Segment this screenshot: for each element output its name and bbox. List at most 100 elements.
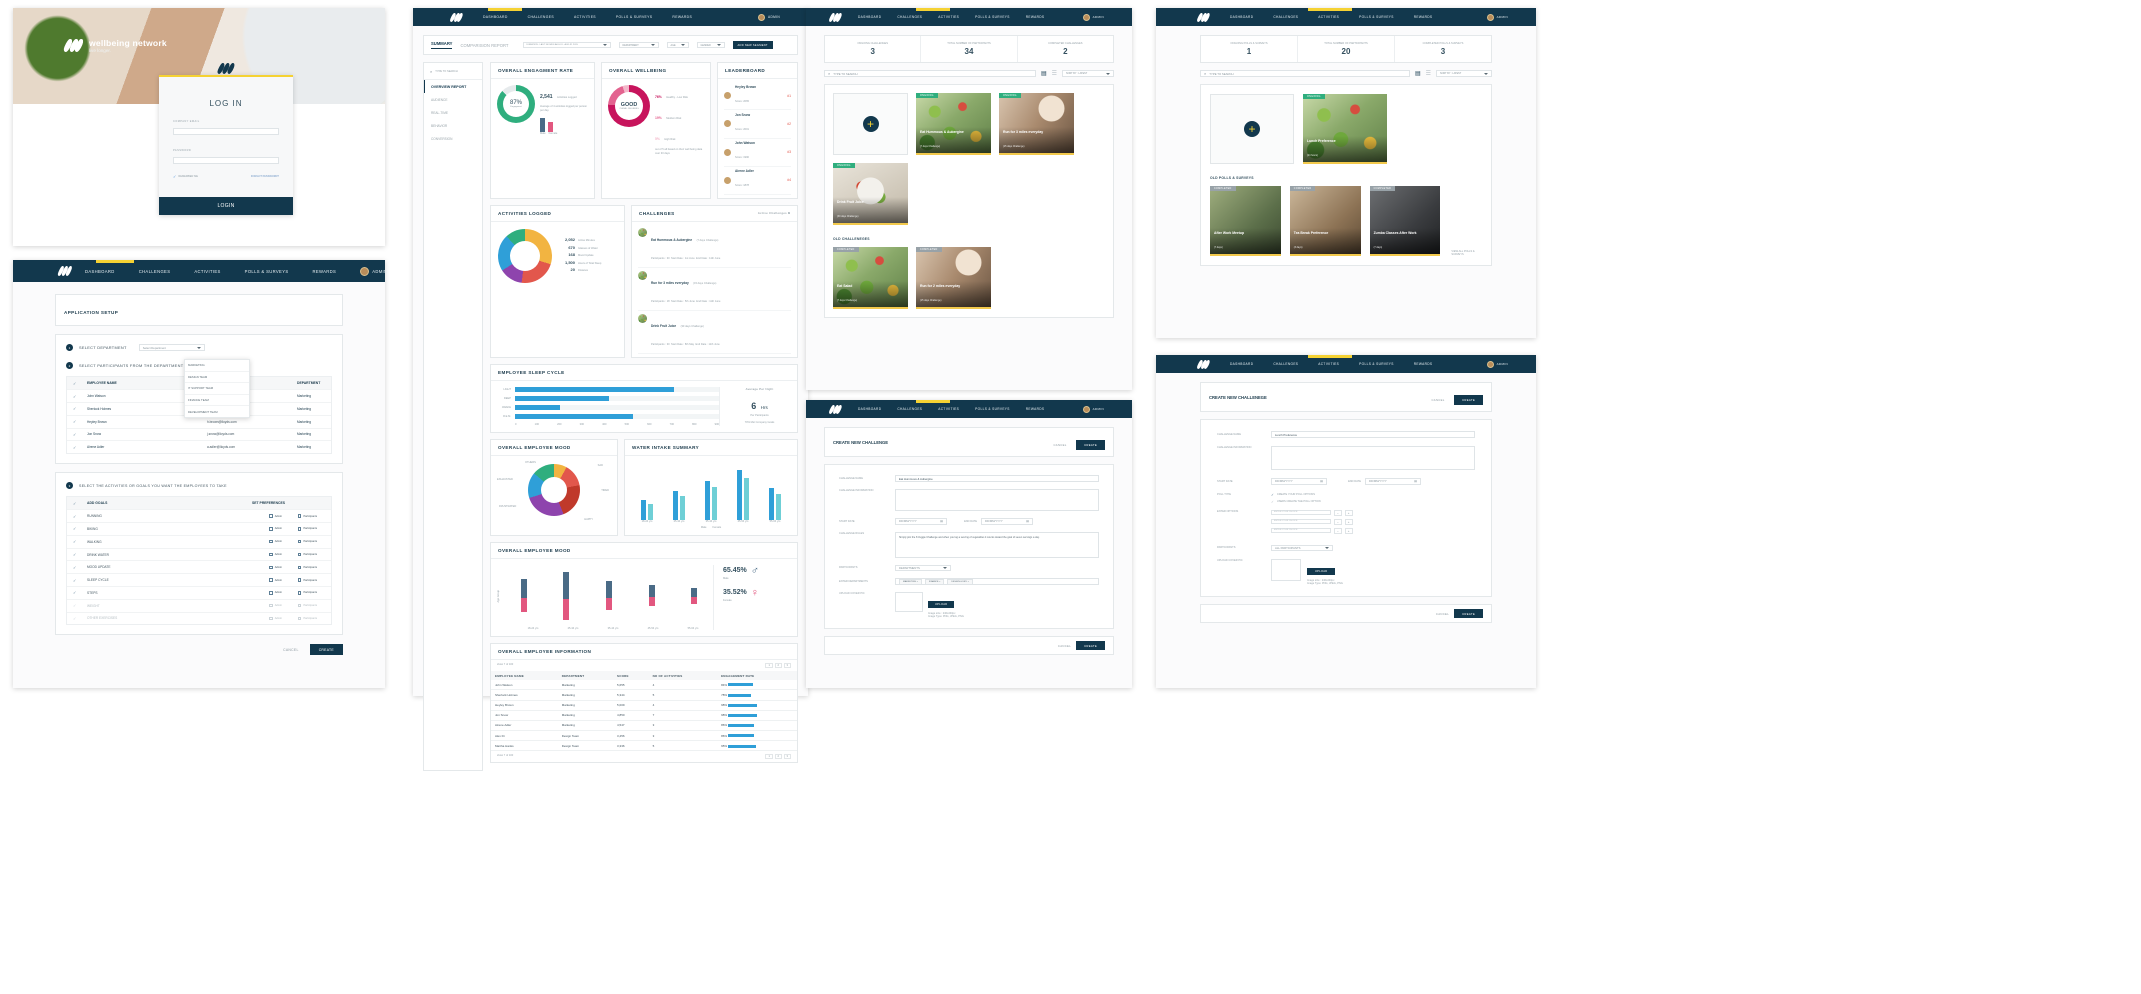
poll-option-row[interactable]: ENTER YOUR CHOICE − + bbox=[1271, 518, 1475, 525]
create-button[interactable]: CREATE bbox=[1076, 440, 1105, 450]
nav-item-polls[interactable]: POLLS & SURVEYS bbox=[615, 15, 653, 19]
email-field[interactable] bbox=[173, 128, 279, 135]
table-row[interactable]: Martha Hanks Design Team 3,336 5 95% bbox=[491, 741, 797, 751]
poll-start-date-field[interactable]: DD/MM/YYYY ▤ bbox=[1271, 478, 1327, 485]
nav-item-dashboard[interactable]: DASHBOARD bbox=[85, 268, 115, 274]
nav-item-rewards[interactable]: REWARDS bbox=[1025, 407, 1045, 411]
poll-type-option-1-checkbox[interactable]: ✓ bbox=[1271, 492, 1274, 497]
goal-checkbox[interactable]: ✓ bbox=[73, 577, 77, 583]
poll-end-date-field[interactable]: DD/MM/YYYY ▤ bbox=[1365, 478, 1421, 485]
sidebar-item-conversion[interactable]: CONVERSION bbox=[431, 136, 453, 141]
poll-option-row[interactable]: ENTER YOUR CHOICE − + bbox=[1271, 527, 1475, 534]
admin-checkbox[interactable] bbox=[269, 540, 273, 544]
challenge-name-field[interactable]: Eat Hummous & Aubergine bbox=[895, 475, 1099, 482]
select-all-checkbox[interactable]: ✓ bbox=[73, 380, 77, 386]
dropdown-option[interactable]: FINANCE TEAM bbox=[185, 395, 249, 407]
goal-checkbox[interactable]: ✓ bbox=[73, 513, 77, 519]
admin-checkbox[interactable] bbox=[269, 514, 273, 518]
leaderboard-row[interactable]: Heyley Brown Score: 2065 #1 bbox=[724, 82, 791, 111]
nav-item-challenges[interactable]: CHALLENGES bbox=[527, 15, 554, 19]
cancel-button-footer[interactable]: CANCEL bbox=[1435, 611, 1450, 616]
password-field[interactable] bbox=[173, 157, 279, 164]
department-tag[interactable]: MARKETING × bbox=[899, 578, 922, 585]
list-view-icon[interactable]: ☰ bbox=[1425, 71, 1431, 77]
row-checkbox[interactable]: ✓ bbox=[73, 444, 77, 450]
goals-select-all-checkbox[interactable]: ✓ bbox=[73, 500, 77, 506]
remember-check-icon[interactable]: ✓ bbox=[173, 174, 177, 179]
department-tag[interactable]: DESIGN & DEV × bbox=[947, 578, 973, 585]
leaderboard-row[interactable]: John Watson Score: 1990 #3 bbox=[724, 139, 791, 167]
brand-logo-icon[interactable] bbox=[828, 404, 843, 414]
cancel-button[interactable]: CANCEL bbox=[1053, 443, 1067, 447]
old-challenge-card[interactable]: COMPLETED Run for 2 miles everyday (15 d… bbox=[916, 247, 991, 309]
challenges-sort-select[interactable]: SORT BY : LATEST bbox=[1062, 70, 1114, 77]
row-checkbox[interactable]: ✓ bbox=[73, 406, 77, 412]
remove-option-button[interactable]: − bbox=[1334, 509, 1342, 516]
create-button[interactable]: CREATE bbox=[1454, 395, 1483, 405]
poll-option-row[interactable]: ENTER YOUR CHOICE − + bbox=[1271, 509, 1475, 516]
challenge-item[interactable]: Drink Fruit Juice (30 days Challenge) Pa… bbox=[638, 311, 791, 354]
participants-checkbox[interactable] bbox=[298, 565, 302, 569]
goal-checkbox[interactable]: ✓ bbox=[73, 603, 77, 609]
nav-item-challenges[interactable]: CHALLENGES bbox=[1273, 362, 1299, 366]
filter-gender[interactable]: GENDER bbox=[696, 41, 725, 49]
tab-summary[interactable]: SUMMARY bbox=[431, 41, 453, 50]
add-option-button[interactable]: + bbox=[1344, 509, 1353, 516]
cancel-button[interactable]: CANCEL bbox=[283, 647, 299, 652]
forgot-password-link[interactable]: FORGOT PASSWORD? bbox=[250, 175, 279, 178]
nav-item-challenges[interactable]: CHALLENGES bbox=[897, 407, 923, 411]
nav-item-activities[interactable]: ACTIVITIES bbox=[573, 15, 596, 19]
leaderboard-row[interactable]: Airene Adler Score: 1878 #4 bbox=[724, 167, 791, 195]
old-poll-card[interactable]: COMPLETED Zumba Classes After Work (7 da… bbox=[1369, 186, 1441, 256]
sidebar-item-real-time[interactable]: REAL-TIME bbox=[431, 110, 449, 115]
department-dropdown-list[interactable]: MARKETING DESIGN TEAM IT SUPPORT TEAM FI… bbox=[184, 359, 250, 418]
table-row[interactable]: ✓ Jon Snow j.snow@lloyds.com Marketing bbox=[67, 427, 331, 441]
create-button[interactable]: CREATE bbox=[309, 644, 343, 656]
participants-checkbox[interactable] bbox=[298, 591, 302, 595]
goal-row[interactable]: ✓ MOOD UPDATE Admin Participants bbox=[67, 560, 331, 573]
remove-tag-icon[interactable]: × bbox=[916, 580, 918, 583]
remove-option-button[interactable]: − bbox=[1334, 518, 1342, 525]
department-select[interactable]: Select Department bbox=[138, 344, 205, 351]
nav-item-polls[interactable]: POLLS & SURVEYS bbox=[1359, 362, 1394, 366]
table-row[interactable]: Sherlock Holmes Marketing 5,344 5 78% bbox=[491, 690, 797, 700]
pagination-page[interactable]: 3 bbox=[783, 754, 791, 760]
table-column-header[interactable]: EMPLOYEE NAME bbox=[491, 670, 558, 681]
nav-item-activities[interactable]: ACTIVITIES bbox=[938, 407, 960, 411]
admin-checkbox[interactable] bbox=[269, 603, 273, 608]
sidebar-item-behavior[interactable]: BEHAVIOR bbox=[431, 123, 448, 128]
admin-checkbox[interactable] bbox=[269, 565, 273, 569]
admin-menu[interactable]: ADMIN bbox=[1082, 405, 1104, 413]
nav-item-dashboard[interactable]: DASHBOARD bbox=[858, 15, 882, 19]
goal-checkbox[interactable]: ✓ bbox=[73, 526, 77, 532]
view-all-polls-link[interactable]: VIEW ALL POLLS & SURVEYS bbox=[1451, 250, 1475, 256]
goal-checkbox[interactable]: ✓ bbox=[73, 564, 77, 570]
goal-checkbox[interactable]: ✓ bbox=[73, 552, 77, 558]
nav-item-activities[interactable]: ACTIVITIES bbox=[1318, 362, 1340, 366]
nav-item-dashboard[interactable]: DASHBOARD bbox=[858, 407, 882, 411]
brand-logo-icon[interactable] bbox=[828, 12, 843, 22]
challenge-card[interactable]: ONGOING Drink Fruit Juice (30 days Chall… bbox=[833, 163, 908, 225]
polls-search-input[interactable]: ⌕ TYPE TO SEARCH bbox=[1200, 70, 1410, 77]
participants-checkbox[interactable] bbox=[298, 514, 302, 518]
table-show-count-top[interactable]: show 7 of 100 bbox=[497, 662, 514, 666]
add-option-button[interactable]: + bbox=[1344, 527, 1353, 534]
table-column-header[interactable]: DEPARTMENT bbox=[557, 670, 614, 681]
participants-checkbox[interactable] bbox=[298, 552, 302, 557]
old-challenge-card[interactable]: COMPLETED Eat Salad (7 days Challenge) bbox=[833, 247, 908, 309]
goal-row[interactable]: ✓ STEPS Admin Participants bbox=[67, 585, 331, 599]
add-poll-tile[interactable]: + bbox=[1210, 94, 1294, 164]
pagination-page[interactable]: 3 bbox=[783, 662, 791, 668]
brand-logo-icon[interactable] bbox=[1196, 12, 1211, 22]
table-row[interactable]: Heyley Brown Marketing 5,009 4 98% bbox=[491, 700, 797, 711]
participants-checkbox[interactable] bbox=[298, 540, 302, 544]
challenge-rules-field[interactable]: Simply join the 8 Veggie Challenge and w… bbox=[895, 531, 1099, 558]
create-button-footer[interactable]: CREATE bbox=[1076, 641, 1105, 651]
nav-item-activities[interactable]: ACTIVITIES bbox=[194, 268, 221, 274]
nav-item-dashboard[interactable]: DASHBOARD bbox=[483, 15, 508, 19]
poll-upload-button[interactable]: UPLOAD bbox=[1307, 567, 1336, 576]
login-button[interactable]: LOGIN bbox=[159, 197, 293, 215]
challenge-card[interactable]: ONGOING Eat Hummous & Aubergine (7 days … bbox=[916, 93, 991, 155]
nav-item-rewards[interactable]: REWARDS bbox=[1413, 362, 1433, 366]
leaderboard-row[interactable]: Jon Snow Score: 2001 #2 bbox=[724, 110, 791, 139]
